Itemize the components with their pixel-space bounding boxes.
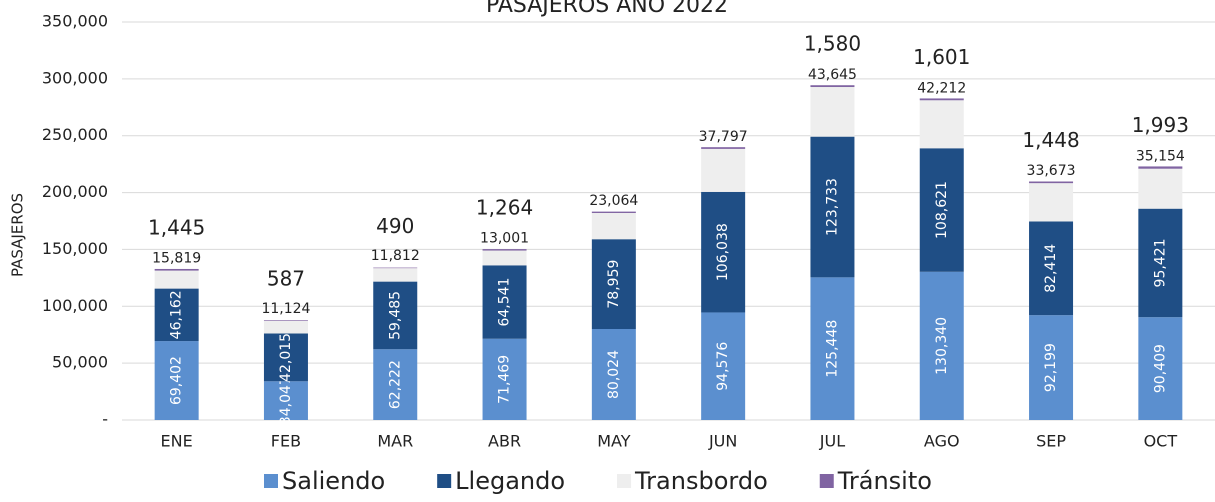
bar-segment <box>1138 169 1182 209</box>
data-label: 64,541 <box>497 278 513 327</box>
legend-label: Tránsito <box>837 467 932 495</box>
bar-segment <box>701 149 745 192</box>
y-tick-label: 150,000 <box>42 239 108 258</box>
x-tick-label: OCT <box>1144 432 1178 451</box>
bar-segment <box>155 269 199 271</box>
y-tick-label: - <box>102 410 108 429</box>
bar-segment <box>483 249 527 250</box>
data-label: 11,124 <box>261 301 310 317</box>
data-label: 23,064 <box>589 193 638 209</box>
data-label: 587 <box>267 267 305 291</box>
data-label: 33,673 <box>1027 163 1076 179</box>
chart: PASAJEROS AÑO 2022 PASAJEROS - 50,000 100,… <box>0 0 1215 502</box>
x-tick-label: MAR <box>377 432 413 451</box>
bar-segment <box>1029 183 1073 221</box>
data-label: 1,445 <box>148 215 205 239</box>
x-tick-label: JUL <box>819 432 845 451</box>
bar-segment <box>264 321 308 334</box>
data-label: 1,993 <box>1132 113 1189 137</box>
legend-swatch <box>437 474 451 488</box>
bar-segment <box>264 320 308 321</box>
bar-segment <box>373 268 417 281</box>
bar-segment <box>592 212 636 213</box>
data-label: 35,154 <box>1136 149 1185 165</box>
data-label: 34,047 <box>278 376 294 425</box>
data-label: 62,222 <box>387 360 403 409</box>
data-label: 90,409 <box>1152 344 1168 393</box>
data-label: 13,001 <box>480 231 529 247</box>
x-tick-label: JUN <box>708 432 737 451</box>
legend-label: Saliendo <box>282 467 385 495</box>
data-label: 42,015 <box>278 333 294 382</box>
bar-segment <box>920 100 964 148</box>
y-tick-label: 50,000 <box>52 353 108 372</box>
x-tick-label: ABR <box>488 432 521 451</box>
chart-title: PASAJEROS AÑO 2022 <box>486 0 728 18</box>
data-label: 125,448 <box>824 320 840 378</box>
legend-label: Llegando <box>455 467 565 495</box>
data-label: 71,469 <box>497 355 513 404</box>
y-tick-label: 250,000 <box>42 125 108 144</box>
data-label: 78,959 <box>606 260 622 309</box>
bar-segment <box>920 98 964 100</box>
y-tick-label: 200,000 <box>42 182 108 201</box>
data-label: 123,733 <box>824 178 840 236</box>
data-label: 490 <box>376 214 414 238</box>
bar-segment <box>701 147 745 149</box>
data-label: 46,162 <box>169 290 185 339</box>
data-label: 106,038 <box>715 223 731 281</box>
data-label: 1,580 <box>804 32 861 56</box>
data-label: 59,485 <box>387 291 403 340</box>
data-label: 130,340 <box>934 317 950 375</box>
data-label: 42,212 <box>917 80 966 96</box>
legend-swatch <box>617 474 631 488</box>
bar-segment <box>155 271 199 289</box>
y-tick-label: 300,000 <box>42 68 108 87</box>
y-axis-label: PASAJEROS <box>9 193 27 277</box>
data-label: 108,621 <box>934 181 950 239</box>
data-label: 82,414 <box>1043 244 1059 293</box>
data-label: 94,576 <box>715 342 731 391</box>
x-tick-label: MAY <box>597 432 631 451</box>
x-tick-label: AGO <box>924 432 960 451</box>
data-label: 80,024 <box>606 350 622 399</box>
y-tick-label: 100,000 <box>42 296 108 315</box>
data-label: 43,645 <box>808 67 857 83</box>
bar-segment <box>1138 166 1182 168</box>
bar-segment <box>592 213 636 239</box>
x-tick-label: FEB <box>271 432 301 451</box>
x-tick-label: ENE <box>161 432 193 451</box>
bar-segment <box>810 85 854 87</box>
data-label: 69,402 <box>169 356 185 405</box>
data-label: 11,812 <box>371 248 420 264</box>
legend-label: Transbordo <box>634 467 768 495</box>
data-label: 92,199 <box>1043 343 1059 392</box>
y-tick-label: 350,000 <box>42 12 108 31</box>
data-label: 37,797 <box>699 129 748 145</box>
legend-swatch <box>820 474 834 488</box>
bar-segment <box>483 251 527 266</box>
data-label: 1,264 <box>476 196 533 220</box>
x-tick-label: SEP <box>1036 432 1066 451</box>
data-label: 15,819 <box>152 251 201 267</box>
legend-swatch <box>264 474 278 488</box>
data-label: 95,421 <box>1152 238 1168 287</box>
bar-segment <box>1029 182 1073 184</box>
bar-segment <box>810 87 854 137</box>
data-label: 1,448 <box>1022 128 1079 152</box>
data-label: 1,601 <box>913 45 970 69</box>
bar-segment <box>373 268 417 269</box>
